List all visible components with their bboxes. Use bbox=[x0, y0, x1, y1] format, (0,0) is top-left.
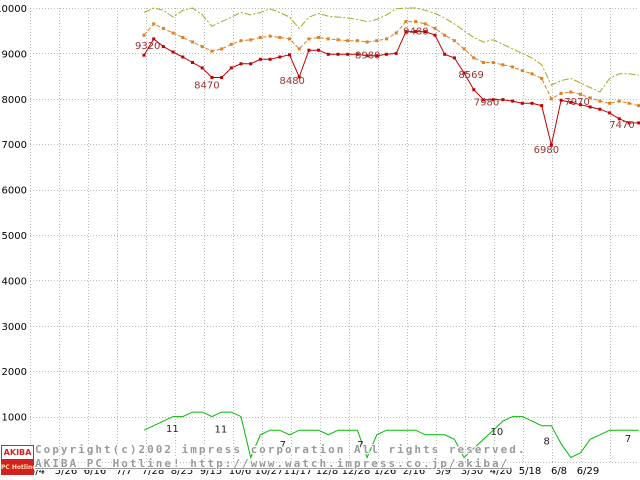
svg-text:9000: 9000 bbox=[2, 49, 27, 60]
min-price-label: 7470 bbox=[609, 120, 634, 131]
min-price-label: 7970 bbox=[564, 97, 589, 108]
svg-text:4000: 4000 bbox=[2, 276, 27, 287]
svg-text:7/28: 7/28 bbox=[142, 466, 164, 477]
min-price-label: 8480 bbox=[279, 76, 304, 87]
shop-count-label: 11 bbox=[215, 425, 228, 436]
shop-count-label: 7 bbox=[357, 440, 363, 451]
min-price-label: 6980 bbox=[534, 145, 559, 156]
min-price-label: 8569 bbox=[458, 70, 483, 81]
min-price-label: 7980 bbox=[474, 98, 499, 109]
svg-text:12/28: 12/28 bbox=[342, 466, 371, 477]
svg-text:8/25: 8/25 bbox=[171, 466, 193, 477]
svg-text:1000: 1000 bbox=[2, 413, 27, 424]
shop-count-label: 7 bbox=[625, 434, 631, 445]
series-max-price bbox=[143, 7, 639, 93]
min-price-label: 8980 bbox=[355, 50, 380, 61]
svg-text:4/20: 4/20 bbox=[490, 466, 512, 477]
svg-text:6000: 6000 bbox=[2, 186, 27, 197]
min-price-label: 9320 bbox=[135, 41, 160, 52]
value-labels: 9320 8470 8480 8980 9480 8569 7980 6980 7970 7470… bbox=[135, 27, 635, 452]
min-price-label: 8470 bbox=[194, 81, 219, 92]
min-price-label: 9480 bbox=[403, 27, 428, 38]
svg-text:3/9: 3/9 bbox=[435, 466, 451, 477]
svg-text:6/8: 6/8 bbox=[551, 466, 567, 477]
svg-text:9/15: 9/15 bbox=[200, 466, 222, 477]
shop-count-label: 7 bbox=[280, 440, 286, 451]
x-axis-labels: 4/145/45/266/167/77/288/259/1510/610/271… bbox=[1, 466, 599, 477]
svg-text:7/7: 7/7 bbox=[116, 466, 132, 477]
shop-count-label: 10 bbox=[491, 427, 504, 438]
gridlines bbox=[30, 8, 638, 463]
series-shop-count bbox=[143, 411, 639, 460]
akiba-logo-text: AKIBA bbox=[1, 445, 34, 460]
shop-count-label: 8 bbox=[544, 437, 550, 448]
series-avg-price bbox=[142, 20, 640, 108]
svg-text:10/27: 10/27 bbox=[255, 466, 284, 477]
y-axis-labels: 1000 2000 3000 4000 5000 6000 7000 8000 9000 1000… bbox=[0, 4, 27, 424]
svg-text:7000: 7000 bbox=[2, 140, 27, 151]
svg-text:6/16: 6/16 bbox=[84, 466, 106, 477]
svg-text:8000: 8000 bbox=[2, 95, 27, 106]
svg-text:5000: 5000 bbox=[2, 231, 27, 242]
shop-count-label: 11 bbox=[166, 424, 179, 435]
svg-text:2000: 2000 bbox=[2, 367, 27, 378]
svg-text:3/30: 3/30 bbox=[461, 466, 483, 477]
svg-text:3000: 3000 bbox=[2, 322, 27, 333]
svg-text:5/18: 5/18 bbox=[519, 466, 541, 477]
series-min-price bbox=[142, 30, 640, 147]
copyright-line: Copyright(c)2002 impress corporation All… bbox=[35, 443, 527, 456]
svg-text:2/16: 2/16 bbox=[403, 466, 425, 477]
svg-text:1/26: 1/26 bbox=[374, 466, 396, 477]
akiba-pc-hotline-logo: AKIBA PC Hotline! bbox=[1, 445, 34, 475]
svg-text:12/8: 12/8 bbox=[316, 466, 338, 477]
akiba-logo-subtext: PC Hotline! bbox=[1, 460, 34, 475]
svg-text:10000: 10000 bbox=[0, 4, 27, 15]
svg-text:5/26: 5/26 bbox=[55, 466, 77, 477]
svg-text:6/29: 6/29 bbox=[577, 466, 599, 477]
svg-text:10/6: 10/6 bbox=[229, 466, 251, 477]
site-url-line: AKIBA PC Hotline! http://www.watch.impre… bbox=[35, 457, 510, 470]
svg-text:11/17: 11/17 bbox=[284, 466, 313, 477]
svg-text:5/4: 5/4 bbox=[29, 466, 45, 477]
